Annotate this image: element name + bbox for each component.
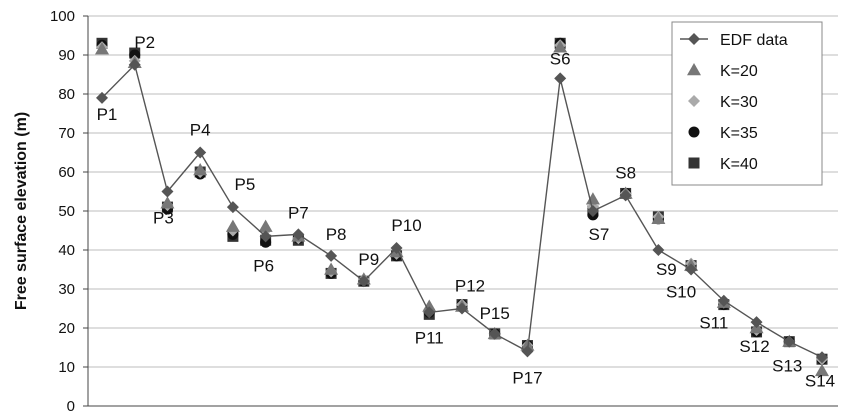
data-point	[717, 294, 730, 307]
legend-item: K=40	[688, 156, 758, 173]
y-tick-label: 100	[50, 8, 75, 25]
point-label-p17: P17	[512, 368, 542, 387]
y-tick-label: 20	[58, 320, 75, 337]
point-label-s8: S8	[615, 163, 636, 182]
data-point	[324, 262, 339, 275]
point-label-p7: P7	[288, 203, 309, 222]
data-point	[390, 242, 403, 255]
data-point	[193, 163, 208, 176]
y-tick-label: 50	[58, 203, 75, 220]
y-tick-label: 0	[67, 398, 75, 414]
data-point	[95, 42, 109, 55]
y-tick-label: 80	[58, 86, 75, 103]
legend-marker	[688, 157, 700, 169]
data-point	[520, 338, 535, 351]
point-label-p11: P11	[415, 328, 444, 347]
legend-label: K=40	[720, 156, 758, 173]
point-label-p1: P1	[97, 105, 118, 124]
data-point	[521, 345, 534, 358]
axes	[87, 16, 838, 407]
y-tick-label: 70	[58, 125, 75, 142]
point-label-p2: P2	[134, 33, 155, 52]
point-label-s14: S14	[805, 371, 835, 390]
data-point	[226, 201, 239, 214]
data-point	[651, 211, 666, 225]
legend-label: K=20	[720, 63, 758, 80]
point-label-s13: S13	[772, 357, 802, 376]
point-label-s7: S7	[589, 225, 610, 244]
legend-item: K=35	[688, 125, 758, 142]
data-point	[422, 299, 437, 312]
legend-item: K=20	[687, 63, 758, 80]
data-point	[815, 363, 829, 377]
point-label-p15: P15	[480, 304, 510, 323]
data-point	[325, 249, 338, 262]
data-point	[225, 219, 240, 232]
data-point	[258, 219, 273, 232]
y-tick-label: 40	[58, 242, 75, 259]
point-label-p10: P10	[391, 216, 421, 235]
series-edf-data	[96, 58, 828, 364]
data-point	[554, 72, 567, 85]
point-label-p5: P5	[235, 175, 256, 194]
data-point	[816, 351, 828, 364]
legend-item: K=30	[688, 94, 758, 111]
data-point	[194, 146, 207, 159]
point-label-p9: P9	[358, 250, 379, 269]
data-point	[128, 58, 141, 71]
legend-label: K=35	[720, 125, 758, 142]
legend-item: EDF data	[680, 32, 788, 49]
point-label-s6: S6	[550, 49, 571, 68]
y-tick-label: 10	[58, 359, 75, 376]
data-point	[96, 91, 108, 104]
data-point	[161, 185, 174, 198]
data-point	[585, 192, 600, 205]
data-point	[685, 263, 698, 276]
data-point	[456, 302, 468, 315]
y-tick-label: 30	[58, 281, 75, 298]
data-point	[292, 228, 305, 241]
legend-marker	[687, 63, 701, 76]
data-point	[619, 189, 632, 202]
point-labels: P1 P2 P3 P4 P5 P6 P7 P8 P9 P10 P11 P12 P15 P17 S6 S7 S8 S…	[97, 33, 836, 391]
data-point	[652, 244, 665, 256]
y-axis-label: Free surface elevation (m)	[13, 112, 30, 310]
point-label-s10: S10	[666, 283, 696, 302]
data-point	[357, 275, 370, 288]
data-point	[783, 335, 796, 348]
point-label-p4: P4	[190, 121, 211, 140]
data-point	[750, 316, 763, 329]
data-point	[553, 40, 568, 53]
y-tick-label: 90	[58, 47, 75, 64]
data-point	[488, 327, 501, 340]
data-series	[95, 37, 829, 377]
data-point	[586, 205, 599, 217]
point-label-p3: P3	[153, 209, 174, 228]
legend-marker	[688, 95, 700, 107]
point-label-p8: P8	[326, 225, 347, 244]
y-tick-label: 60	[58, 164, 75, 181]
data-point	[160, 196, 175, 209]
point-label-p12: P12	[455, 277, 485, 296]
point-label-s9: S9	[656, 260, 677, 279]
point-label-p6: P6	[253, 256, 274, 275]
legend-label: EDF data	[720, 32, 788, 49]
point-label-s12: S12	[739, 337, 769, 356]
point-label-s11: S11	[699, 314, 728, 333]
y-tick-labels: 0 10 20 30 40 50 60 70 80 90 100	[50, 8, 75, 414]
data-point	[259, 230, 272, 243]
legend-label: K=30	[720, 94, 758, 111]
data-point	[423, 306, 436, 319]
legend-marker	[688, 126, 700, 138]
legend: EDF data K=20 K=30 K=35 K=40	[671, 21, 823, 186]
legend-marker	[688, 33, 700, 45]
